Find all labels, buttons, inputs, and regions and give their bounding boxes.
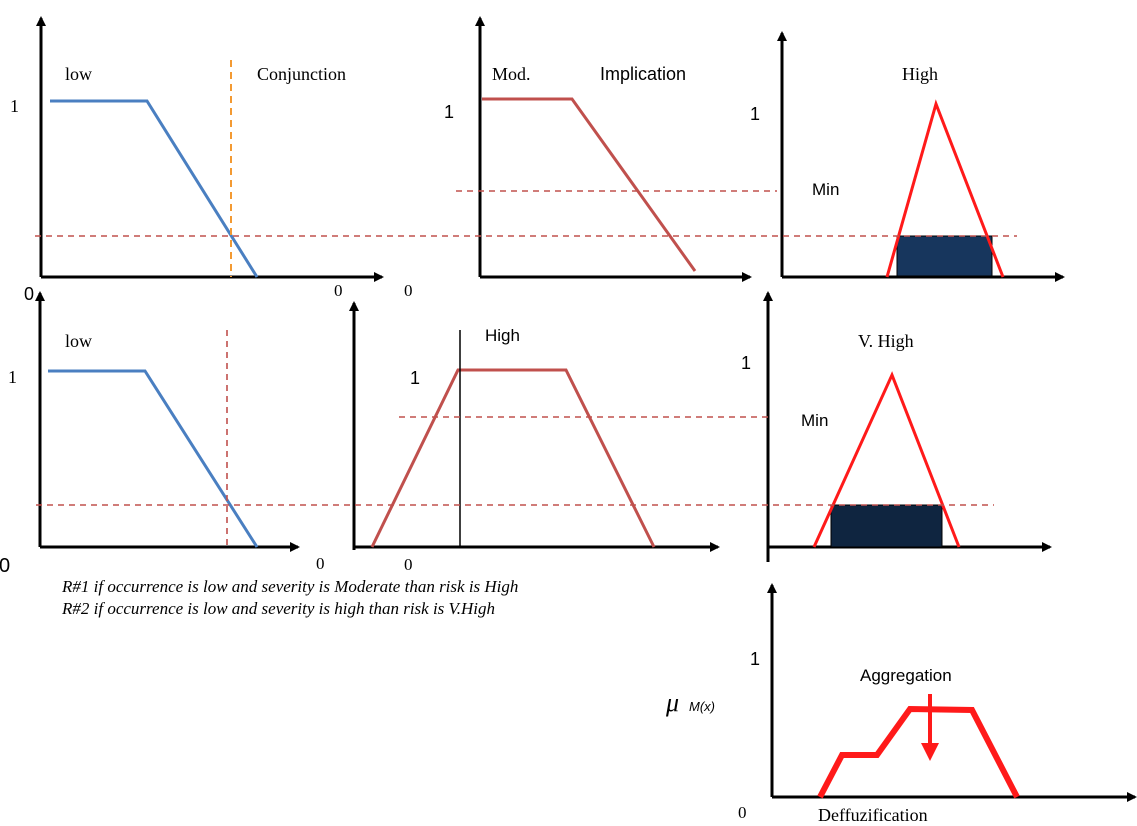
panel-1-title: Conjunction <box>257 64 346 84</box>
panel-6-one-tick: 1 <box>741 353 751 373</box>
panel-1-low-membership-curve <box>50 99 259 278</box>
panel-3-title: High <box>902 64 938 84</box>
panel-5-one-tick: 1 <box>410 368 420 388</box>
aggregation-panel: 1 μ M(x) Aggregation 0 Deffuzification <box>665 583 1137 825</box>
panel-2-title: Implication <box>600 64 686 84</box>
panel-3-min-label: Min <box>812 180 839 199</box>
panel-5-high-input: High 1 0 <box>349 301 720 574</box>
panel-3-high-membership-triangle <box>885 99 1005 278</box>
panel-1-zero-end: 0 <box>334 281 343 300</box>
aggregation-one-tick: 1 <box>750 649 760 669</box>
defuzzification-label: Deffuzification <box>818 805 928 825</box>
panel-2-implication: Mod. Implication 1 <box>444 16 752 282</box>
panel-2-one-tick: 1 <box>444 102 454 122</box>
panel-4-low: low 1 0 0 <box>0 291 325 577</box>
panel-6-title: V. High <box>858 331 914 351</box>
panel-2-zero-origin: 0 <box>404 281 413 300</box>
aggregation-zero: 0 <box>738 803 747 822</box>
panel-6-clipped-area <box>830 504 943 548</box>
panel-2-label: Mod. <box>492 64 531 84</box>
panel-5-title: High <box>485 326 520 345</box>
panel-3-one-tick: 1 <box>750 104 760 124</box>
panel-1-zero-origin: 0 <box>24 284 34 304</box>
rule-2-text: R#2 if occurrence is low and severity is… <box>61 599 495 618</box>
panel-5-high-membership-trapezoid <box>370 368 656 548</box>
panel-4-label: low <box>65 331 92 351</box>
panel-1-conjunction: low Conjunction 1 0 0 <box>10 16 384 304</box>
panel-6-very-high-output: V. High 1 Min <box>741 291 1052 562</box>
panel-1-one-tick: 1 <box>10 96 19 116</box>
panel-4-one-tick: 1 <box>8 367 17 387</box>
panel-6-min-label: Min <box>801 411 828 430</box>
aggregation-title: Aggregation <box>860 666 952 685</box>
panel-5-zero-origin: 0 <box>404 555 413 574</box>
aggregated-output-curve <box>817 705 1020 799</box>
panel-6-very-high-membership-triangle <box>812 371 961 548</box>
panel-2-moderate-membership-curve <box>482 97 697 272</box>
membership-mu-subscript: M(x) <box>689 699 715 714</box>
panel-3-high-output: High 1 Min <box>750 31 1065 282</box>
panel-4-low-membership-curve <box>48 369 259 548</box>
membership-mu-symbol: μ <box>665 688 679 717</box>
panel-4-zero-origin: 0 <box>0 555 10 577</box>
rule-1-text: R#1 if occurrence is low and severity is… <box>61 577 518 596</box>
panel-4-zero-end: 0 <box>316 554 325 573</box>
panel-1-label: low <box>65 64 92 84</box>
panel-3-clipped-area <box>896 235 993 277</box>
